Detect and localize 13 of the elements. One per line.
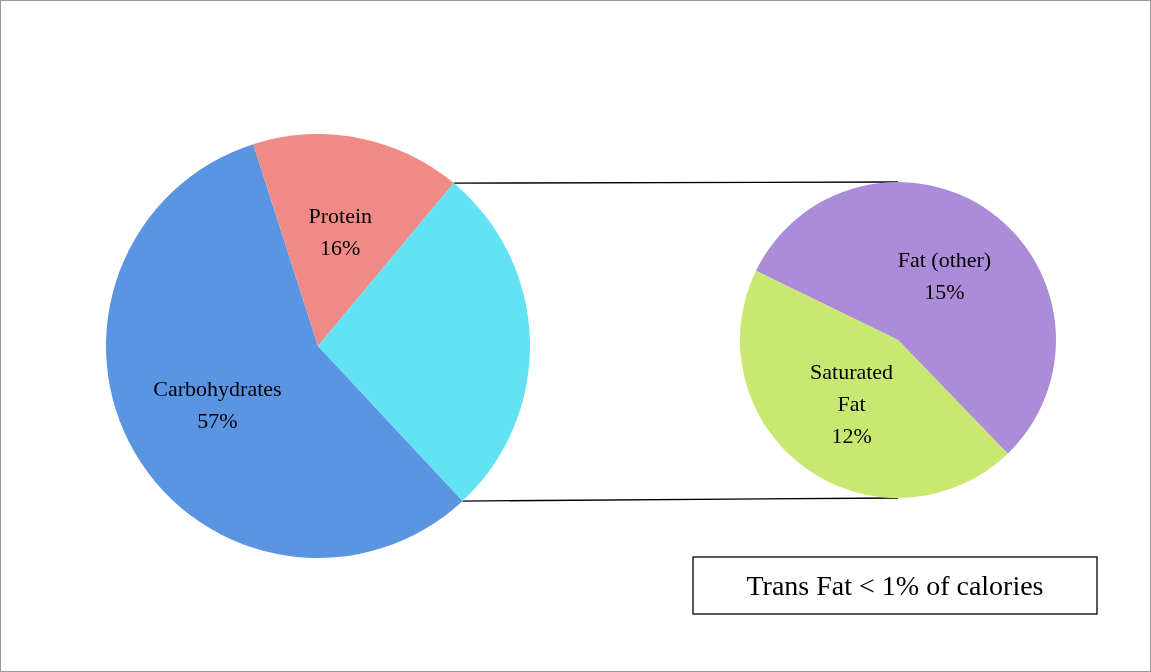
slice-label: Saturated Fat: [810, 358, 894, 416]
data-label: 12%: [831, 422, 872, 448]
slice-label: Protein: [308, 202, 373, 228]
data-label: 16%: [320, 234, 361, 260]
text: Trans Fat < 1% of calories: [746, 570, 1044, 601]
data-label: 57%: [197, 408, 238, 433]
slice-label: Carbohydrates: [153, 376, 282, 401]
pie-slice: [755, 182, 1056, 454]
pie-slice: [253, 134, 454, 346]
data-label: 15%: [924, 279, 965, 305]
pie-slice: [106, 144, 463, 558]
slice-label: Fat (other): [897, 247, 992, 273]
pie-slice: [740, 270, 1008, 498]
